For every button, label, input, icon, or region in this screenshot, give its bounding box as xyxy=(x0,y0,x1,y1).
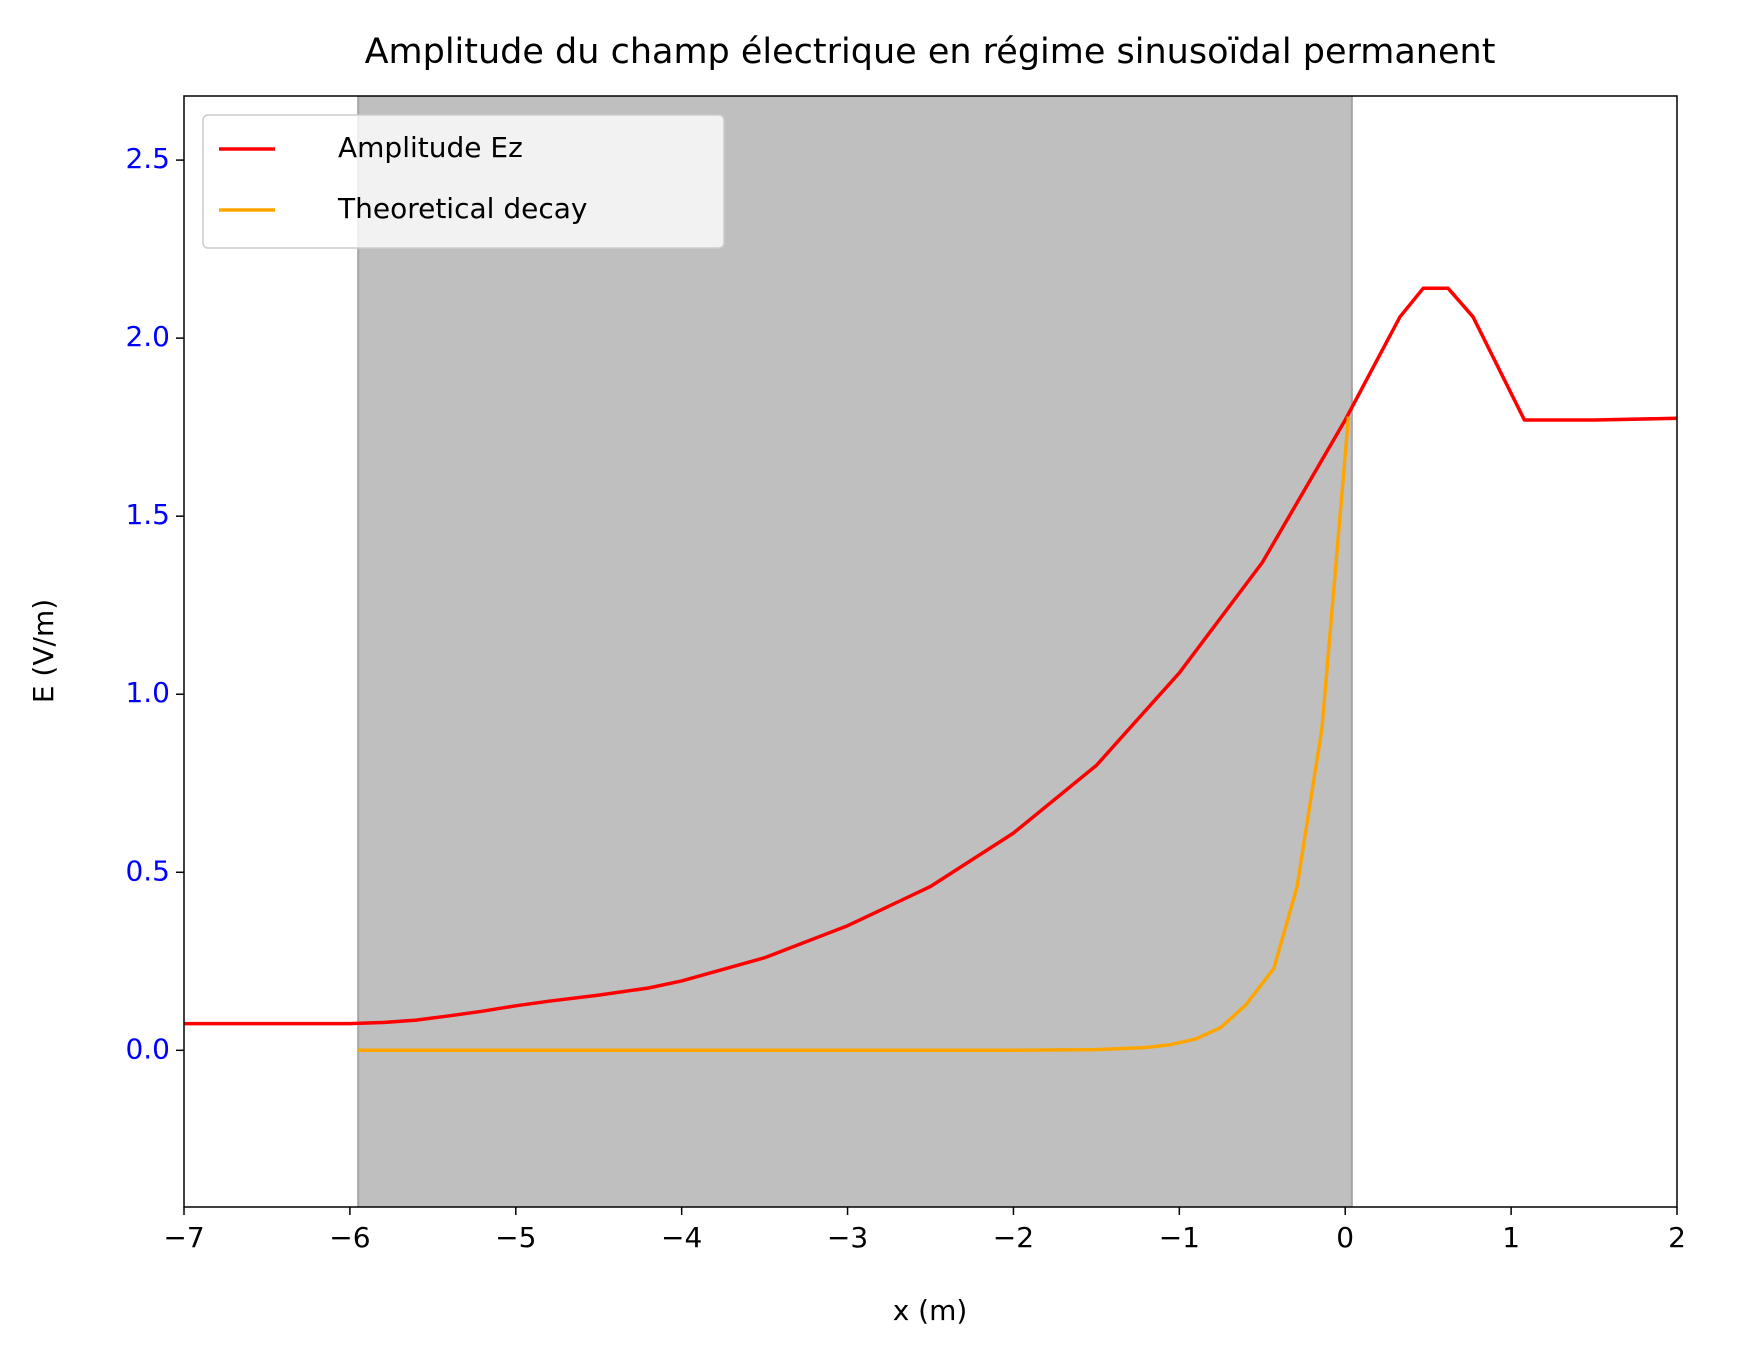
series-line xyxy=(358,416,1351,1053)
chart-title: Amplitude du champ électrique en régime … xyxy=(365,32,1496,72)
legend-label: Theoretical decay xyxy=(337,192,587,225)
y-tick-label: 0.5 xyxy=(125,854,170,887)
x-tick-label: −6 xyxy=(329,1221,370,1254)
series-line xyxy=(184,286,1678,1026)
x-tick-label: 0 xyxy=(1336,1221,1354,1254)
shaded-region xyxy=(358,96,1352,1207)
legend-label: Amplitude Ez xyxy=(338,131,523,164)
x-tick-label: −7 xyxy=(163,1221,204,1254)
x-tick-label: −2 xyxy=(993,1221,1034,1254)
y-axis-label: E (V/m) xyxy=(27,599,60,703)
x-tick-label: 1 xyxy=(1502,1221,1520,1254)
x-tick-label: 2 xyxy=(1668,1221,1686,1254)
y-tick-label: 2.0 xyxy=(125,320,170,353)
x-tick-label: −4 xyxy=(661,1221,702,1254)
y-tick-label: 0.0 xyxy=(125,1032,170,1065)
x-tick-label: −5 xyxy=(495,1221,536,1254)
y-tick-label: 1.5 xyxy=(125,498,170,531)
x-tick-label: −1 xyxy=(1159,1221,1200,1254)
legend-box xyxy=(202,114,725,249)
y-tick-label: 2.5 xyxy=(125,142,170,175)
plot-frame xyxy=(183,95,1678,1208)
x-axis-label: x (m) xyxy=(893,1294,968,1327)
x-tick-label: −3 xyxy=(827,1221,868,1254)
y-tick-label: 1.0 xyxy=(125,676,170,709)
